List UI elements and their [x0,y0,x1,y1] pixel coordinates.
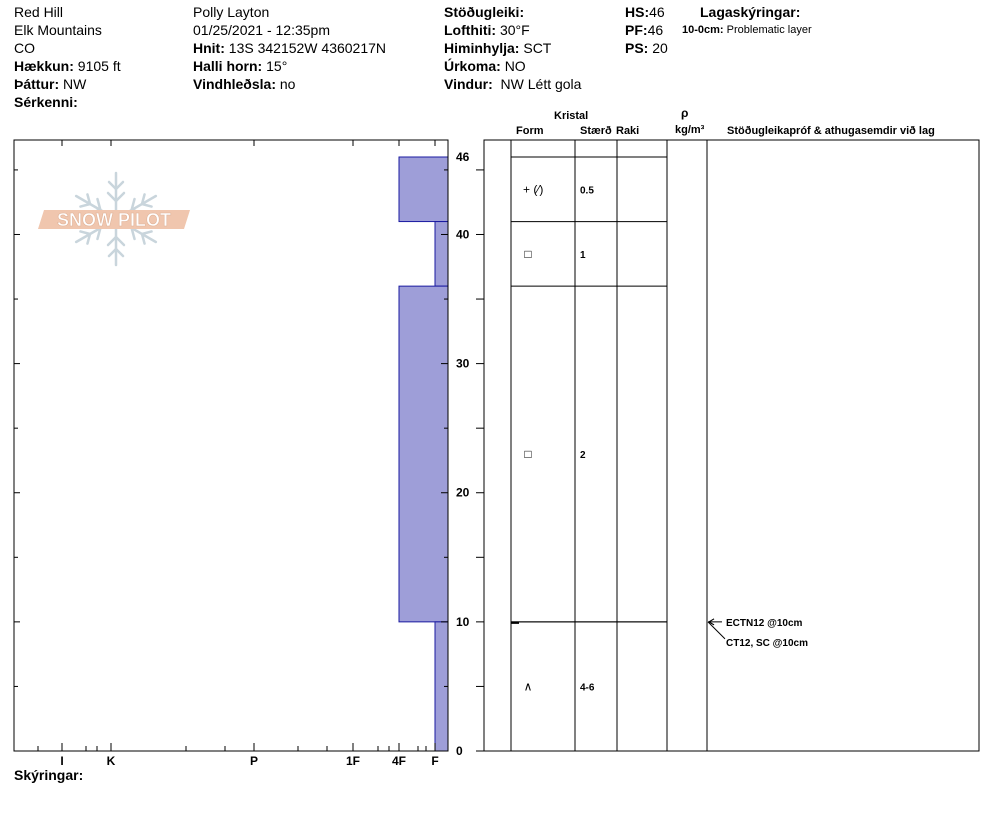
moisture-header: Raki [616,125,640,137]
precip-row: Úrkoma: NO [444,57,581,75]
precip-value: NO [504,58,526,74]
ps-value: 20 [652,40,668,56]
hs-label: HS: [625,4,650,20]
hardness-tick-label: F [431,754,438,768]
depth-tick-label: 0 [456,744,463,758]
tests-header: Stöðugleikapróf & athugasemdir við lag [727,125,935,137]
observation-datetime: 01/25/2021 - 12:35pm [193,22,330,38]
depth-tick-label: 46 [456,150,470,164]
hardness-profile [398,156,449,752]
stability-label: Stöðugleiki: [444,4,525,20]
depth-axis: 0 10 20 30 40 46 [14,150,484,758]
logo-banner [38,210,190,229]
features-row: Sérkenni: [14,93,121,111]
hardness-tick-label: 4F [392,754,406,768]
location-name: Red Hill [14,4,64,20]
test-result: ECTN12 @10cm [726,618,803,629]
sky-row: Himinhylja: SCT [444,39,581,57]
depth-tick-label: 40 [456,227,470,241]
logo-text: SNOW PILOT [57,210,171,230]
depth-tick-label: 20 [456,486,470,500]
sky-label: Himinhylja: [444,40,520,56]
layer-table: + (⁄) 0.5 □ 1 □ 2 ∧ 4-6 [510,140,708,751]
layer-table-frame [483,139,980,752]
footer-label: Skýringar: [14,767,84,783]
observer-block: Polly Layton 01/25/2021 - 12:35pm Hnit: … [193,3,386,93]
size-header: Stærð [580,125,612,137]
air-temp-label: Lofthiti: [444,22,497,38]
wind-row: Vindur: NW Létt gola [444,75,581,93]
aspect-row: Þáttur: NW [14,75,121,93]
layer-form: □ [524,247,531,261]
rho-symbol: ρ [681,106,689,120]
snowpilot-logo: SNOW PILOT [38,171,190,267]
legend-title: Lagaskýringar: [700,4,801,20]
wind-loading-row: Vindhleðsla: no [193,75,386,93]
coords-label: Hnit: [193,40,225,56]
legend-key: 10-0cm: [682,24,724,36]
form-header: Form [516,125,544,137]
elevation-row: Hækkun: 9105 ft [14,57,121,75]
crystal-header: Kristal [554,110,589,122]
coords-value: 13S 342152W 4360217N [228,40,387,56]
hardness-axis: I K P 1F 4F F [37,140,439,768]
features-label: Sérkenni: [14,94,78,110]
test-result: CT12, SC @10cm [726,638,808,649]
air-temp-row: Lofthiti: 30°F [444,21,581,39]
hardness-tick-label: 1F [346,754,360,768]
hardness-bar [434,221,449,287]
ps-label: PS: [625,40,649,56]
slope-value: 15° [266,58,288,74]
layer-form: + (⁄) [523,182,543,196]
layer-size: 4-6 [580,682,595,693]
hs-row: HS:46 [625,3,668,21]
depth-tick-label: 10 [456,615,470,629]
location-block: Red Hill Elk Mountains CO Hækkun: 9105 f… [14,3,121,111]
wind-loading-value: no [279,76,296,92]
elevation-value: 9105 ft [77,58,121,74]
slope-label: Halli horn: [193,58,263,74]
wind-loading-label: Vindhleðsla: [193,76,276,92]
ps-row: PS: 20 [625,39,668,57]
hardness-plot-frame [13,139,449,752]
layer-size: 0.5 [580,185,594,196]
legend-text: Problematic layer [726,24,812,36]
air-temp-value: 30°F [499,22,530,38]
location-state: CO [14,40,35,56]
legend-entry: 10-0cm: Problematic layer [682,24,812,36]
pf-label: PF: [625,22,648,38]
sky-value: SCT [523,40,552,56]
stability-row: Stöðugleiki: [444,3,581,21]
aspect-label: Þáttur: [14,76,60,92]
wind-label: Vindur: [444,76,493,92]
aspect-value: NW [63,76,87,92]
hs-value: 46 [649,4,665,20]
rho-unit: kg/m³ [675,124,705,136]
hardness-tick-label: P [250,754,258,768]
test-arrow [708,618,715,626]
depth-tick-label: 30 [456,357,470,371]
coords-row: Hnit: 13S 342152W 4360217N [193,39,386,57]
stability-tests: ECTN12 @10cm CT12, SC @10cm [707,618,808,649]
hardness-tick-label: I [60,754,63,768]
precip-label: Úrkoma: [444,58,501,74]
hardness-tick-label: K [107,754,116,768]
pf-value: 46 [647,22,664,38]
depth-summary-block: HS:46 PF:46 PS: 20 [625,3,668,57]
conditions-block: Stöðugleiki: Lofthiti: 30°F Himinhylja: … [444,3,581,93]
elevation-label: Hækkun: [14,58,74,74]
pf-row: PF:46 [625,21,668,39]
test-leader-line [707,621,726,640]
layer-form: □ [524,447,531,461]
hardness-bar [398,285,449,623]
wind-value: NW Létt gola [500,76,582,92]
layer-size: 2 [580,450,586,461]
layer-size: 1 [580,250,586,261]
location-range: Elk Mountains [14,22,102,38]
slope-row: Halli horn: 15° [193,57,386,75]
hardness-bar [398,156,449,223]
observer-name: Polly Layton [193,4,270,20]
layer-form: ∧ [524,679,533,693]
